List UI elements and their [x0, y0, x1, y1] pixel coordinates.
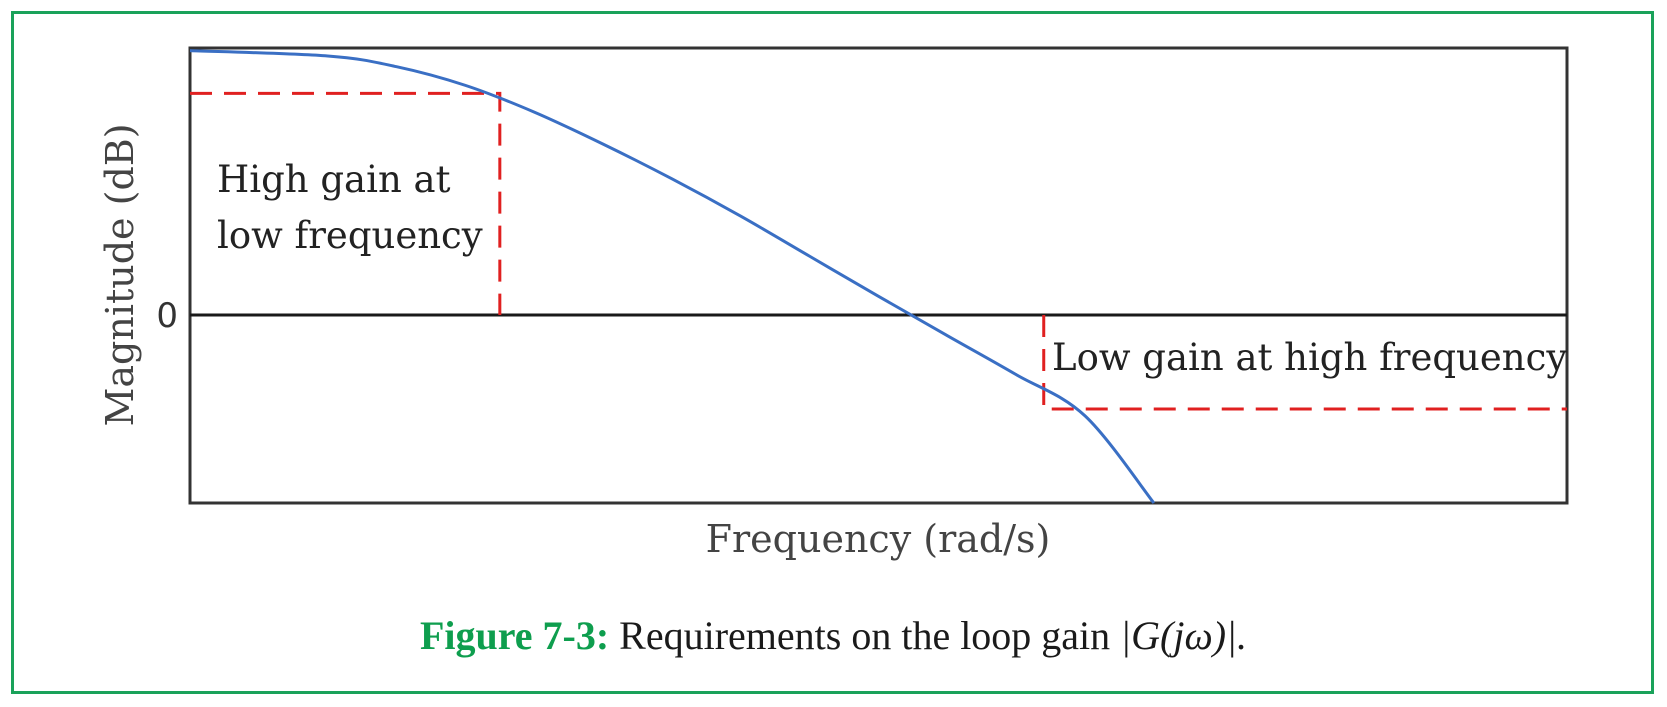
figure-caption: Figure 7-3: Requirements on the loop gai…	[0, 612, 1667, 659]
figure-number: Figure 7-3:	[419, 613, 610, 658]
plot-area-border	[188, 46, 1569, 505]
x-axis-label: Frequency (rad/s)	[706, 517, 1051, 561]
low-gain-annotation: Low gain at high frequency	[1052, 336, 1567, 379]
caption-text: Requirements on the loop gain	[619, 613, 1111, 658]
high-gain-annotation-line-2: low frequency	[217, 214, 483, 257]
low-gain-constraint-line	[1042, 315, 1567, 411]
high-gain-constraint-line	[190, 91, 502, 315]
y-axis-label: Magnitude (dB)	[98, 123, 142, 426]
y-tick-label-0: 0	[156, 296, 178, 336]
loop-gain-curve	[189, 49, 1156, 504]
high-gain-annotation-line-1: High gain at	[217, 158, 451, 201]
caption-math: |G(jω)|.	[1120, 613, 1248, 658]
figure-frame	[11, 11, 1654, 694]
loop-gain-chart: 0 High gain at low frequency Low gain at…	[98, 46, 1569, 561]
